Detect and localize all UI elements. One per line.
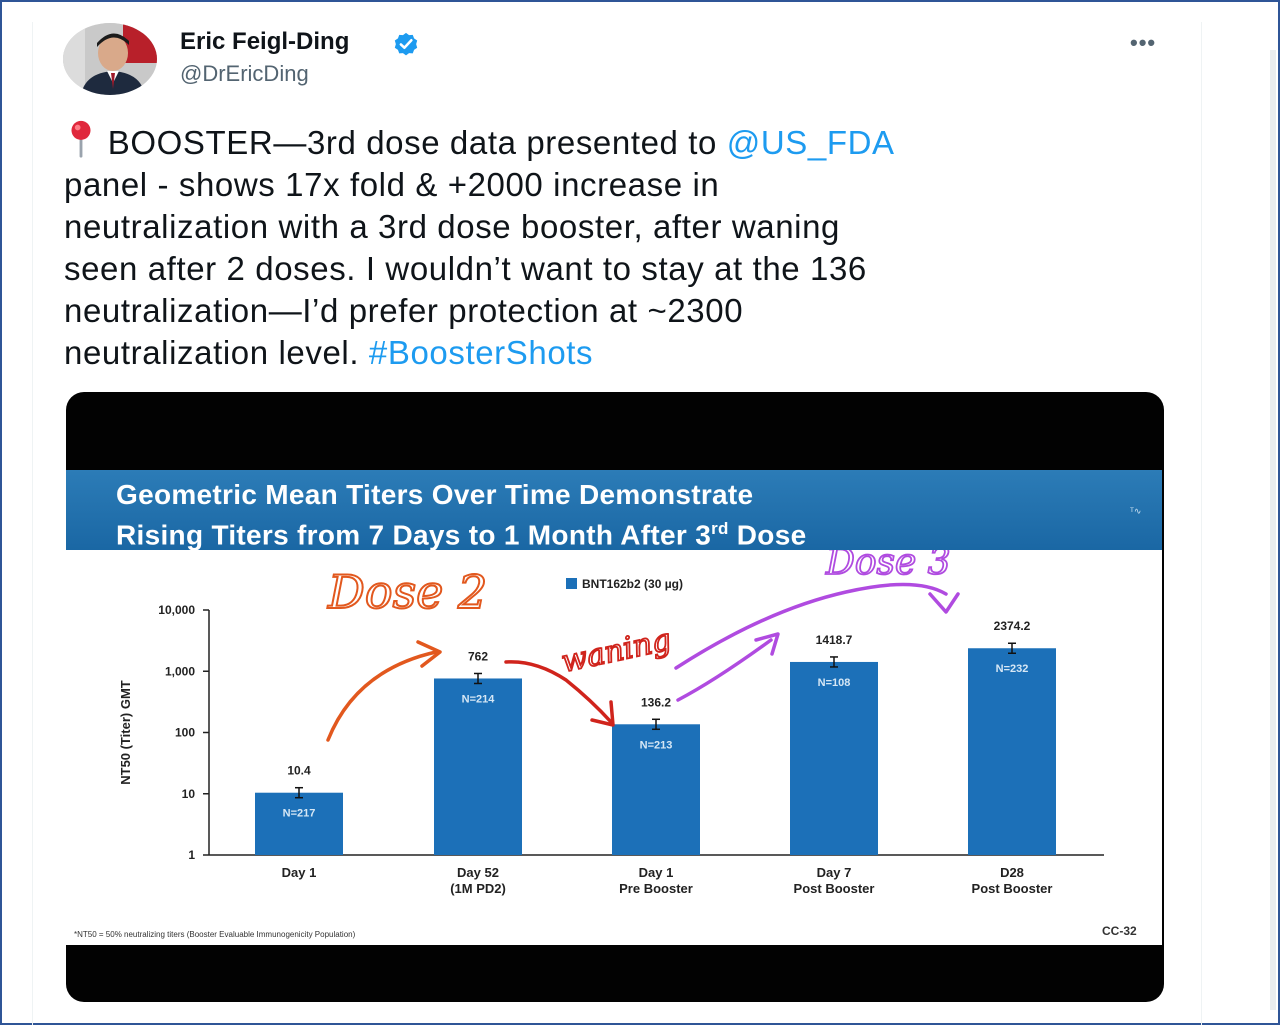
dose2-annotation: Dose 2 <box>327 565 487 619</box>
dose3-annotation: Dose 3 <box>825 550 951 583</box>
slide-title-line2a: Rising Titers from 7 Days to 1 Month Aft… <box>116 519 712 551</box>
mention-link[interactable]: @US_FDA <box>726 124 895 161</box>
data-label: 1418.7 <box>816 633 853 647</box>
y-tick-label: 1,000 <box>165 664 195 678</box>
arrow-waning-path <box>504 660 613 724</box>
y-tick-label: 100 <box>175 726 195 740</box>
arrow-dose3-long-head <box>928 592 960 614</box>
scrollbar[interactable] <box>1270 50 1276 1010</box>
data-label: 136.2 <box>641 695 671 709</box>
data-label: 762 <box>468 649 488 663</box>
legend-swatch <box>566 578 577 589</box>
bar <box>968 648 1056 855</box>
waning-annotation: waning <box>558 623 674 680</box>
x-tick-label: Day 7 <box>817 865 852 880</box>
n-label: N=232 <box>996 663 1029 675</box>
arrow-waning-head <box>590 700 615 727</box>
arrow-dose3-head <box>754 632 780 656</box>
x-tick-label: (1M PD2) <box>450 881 506 896</box>
slide-title-sup: rd <box>711 519 729 538</box>
data-label: 2374.2 <box>994 619 1031 633</box>
n-label: N=213 <box>640 739 673 751</box>
arrow-dose3-path <box>676 638 773 702</box>
x-tick-label: Post Booster <box>794 881 875 896</box>
verified-badge-icon <box>394 32 418 56</box>
n-label: N=214 <box>462 693 496 705</box>
tweet-text-part2: panel - shows 17x fold & +2000 increase … <box>64 166 867 371</box>
slide-title-line1: Geometric Mean Titers Over Time Demonstr… <box>116 479 754 510</box>
y-axis-label: NT50 (Titer) GMT <box>118 680 133 785</box>
slide-title-line2b: Dose <box>728 519 807 551</box>
tweet-card <box>32 22 1202 1025</box>
bar <box>255 792 343 855</box>
svg-text:ᵀ∿: ᵀ∿ <box>1130 506 1141 516</box>
round-pushpin-icon <box>71 120 91 158</box>
y-tick-label: 10,000 <box>158 603 195 617</box>
y-tick-label: 1 <box>188 848 195 862</box>
n-label: N=108 <box>818 677 851 689</box>
x-tick-label: Pre Booster <box>619 881 693 896</box>
x-tick-label: Post Booster <box>972 881 1053 896</box>
y-tick-label: 10 <box>182 787 196 801</box>
tweet-text-part1: BOOSTER—3rd dose data presented to <box>107 124 727 161</box>
bar-chart: 1 10 100 1,000 10,000 NT50 (Titer) GMT BNT162b… <box>118 550 1104 896</box>
more-options-icon[interactable]: ••• <box>1130 30 1157 55</box>
slide-header: Geometric Mean Titers Over Time Demonstr… <box>66 470 1162 550</box>
x-tick-label: D28 <box>1000 865 1024 880</box>
slide-page-code: CC-32 <box>1102 924 1137 938</box>
arrow-dose2-head <box>416 640 442 668</box>
slide-title: Geometric Mean Titers Over Time Demonstr… <box>116 478 806 552</box>
hashtag-link[interactable]: #BoosterShots <box>368 334 594 371</box>
slide-footnote: *NT50 = 50% neutralizing titers (Booster… <box>74 930 356 939</box>
pfizer-logo-icon: ᵀ∿ <box>1130 506 1141 516</box>
author-name[interactable]: Eric Feigl-Ding <box>180 28 350 55</box>
x-tick-label: Day 52 <box>457 865 499 880</box>
tweet-text: BOOSTER—3rd dose data presented to @US_F… <box>64 118 1144 374</box>
slide: Geometric Mean Titers Over Time Demonstr… <box>66 470 1162 945</box>
n-label: N=217 <box>283 808 316 820</box>
data-label: 10.4 <box>287 764 311 778</box>
x-tick-label: Day 1 <box>282 865 317 880</box>
arrow-dose2-path <box>326 650 438 742</box>
legend-label: BNT162b2 (30 µg) <box>582 577 683 591</box>
bar <box>434 678 522 855</box>
avatar[interactable] <box>63 23 157 95</box>
x-tick-label: Day 1 <box>639 865 674 880</box>
arrow-dose3-long-path <box>674 582 948 670</box>
author-handle[interactable]: @DrEricDing <box>180 61 309 86</box>
bar <box>790 661 878 855</box>
bar <box>612 724 700 855</box>
